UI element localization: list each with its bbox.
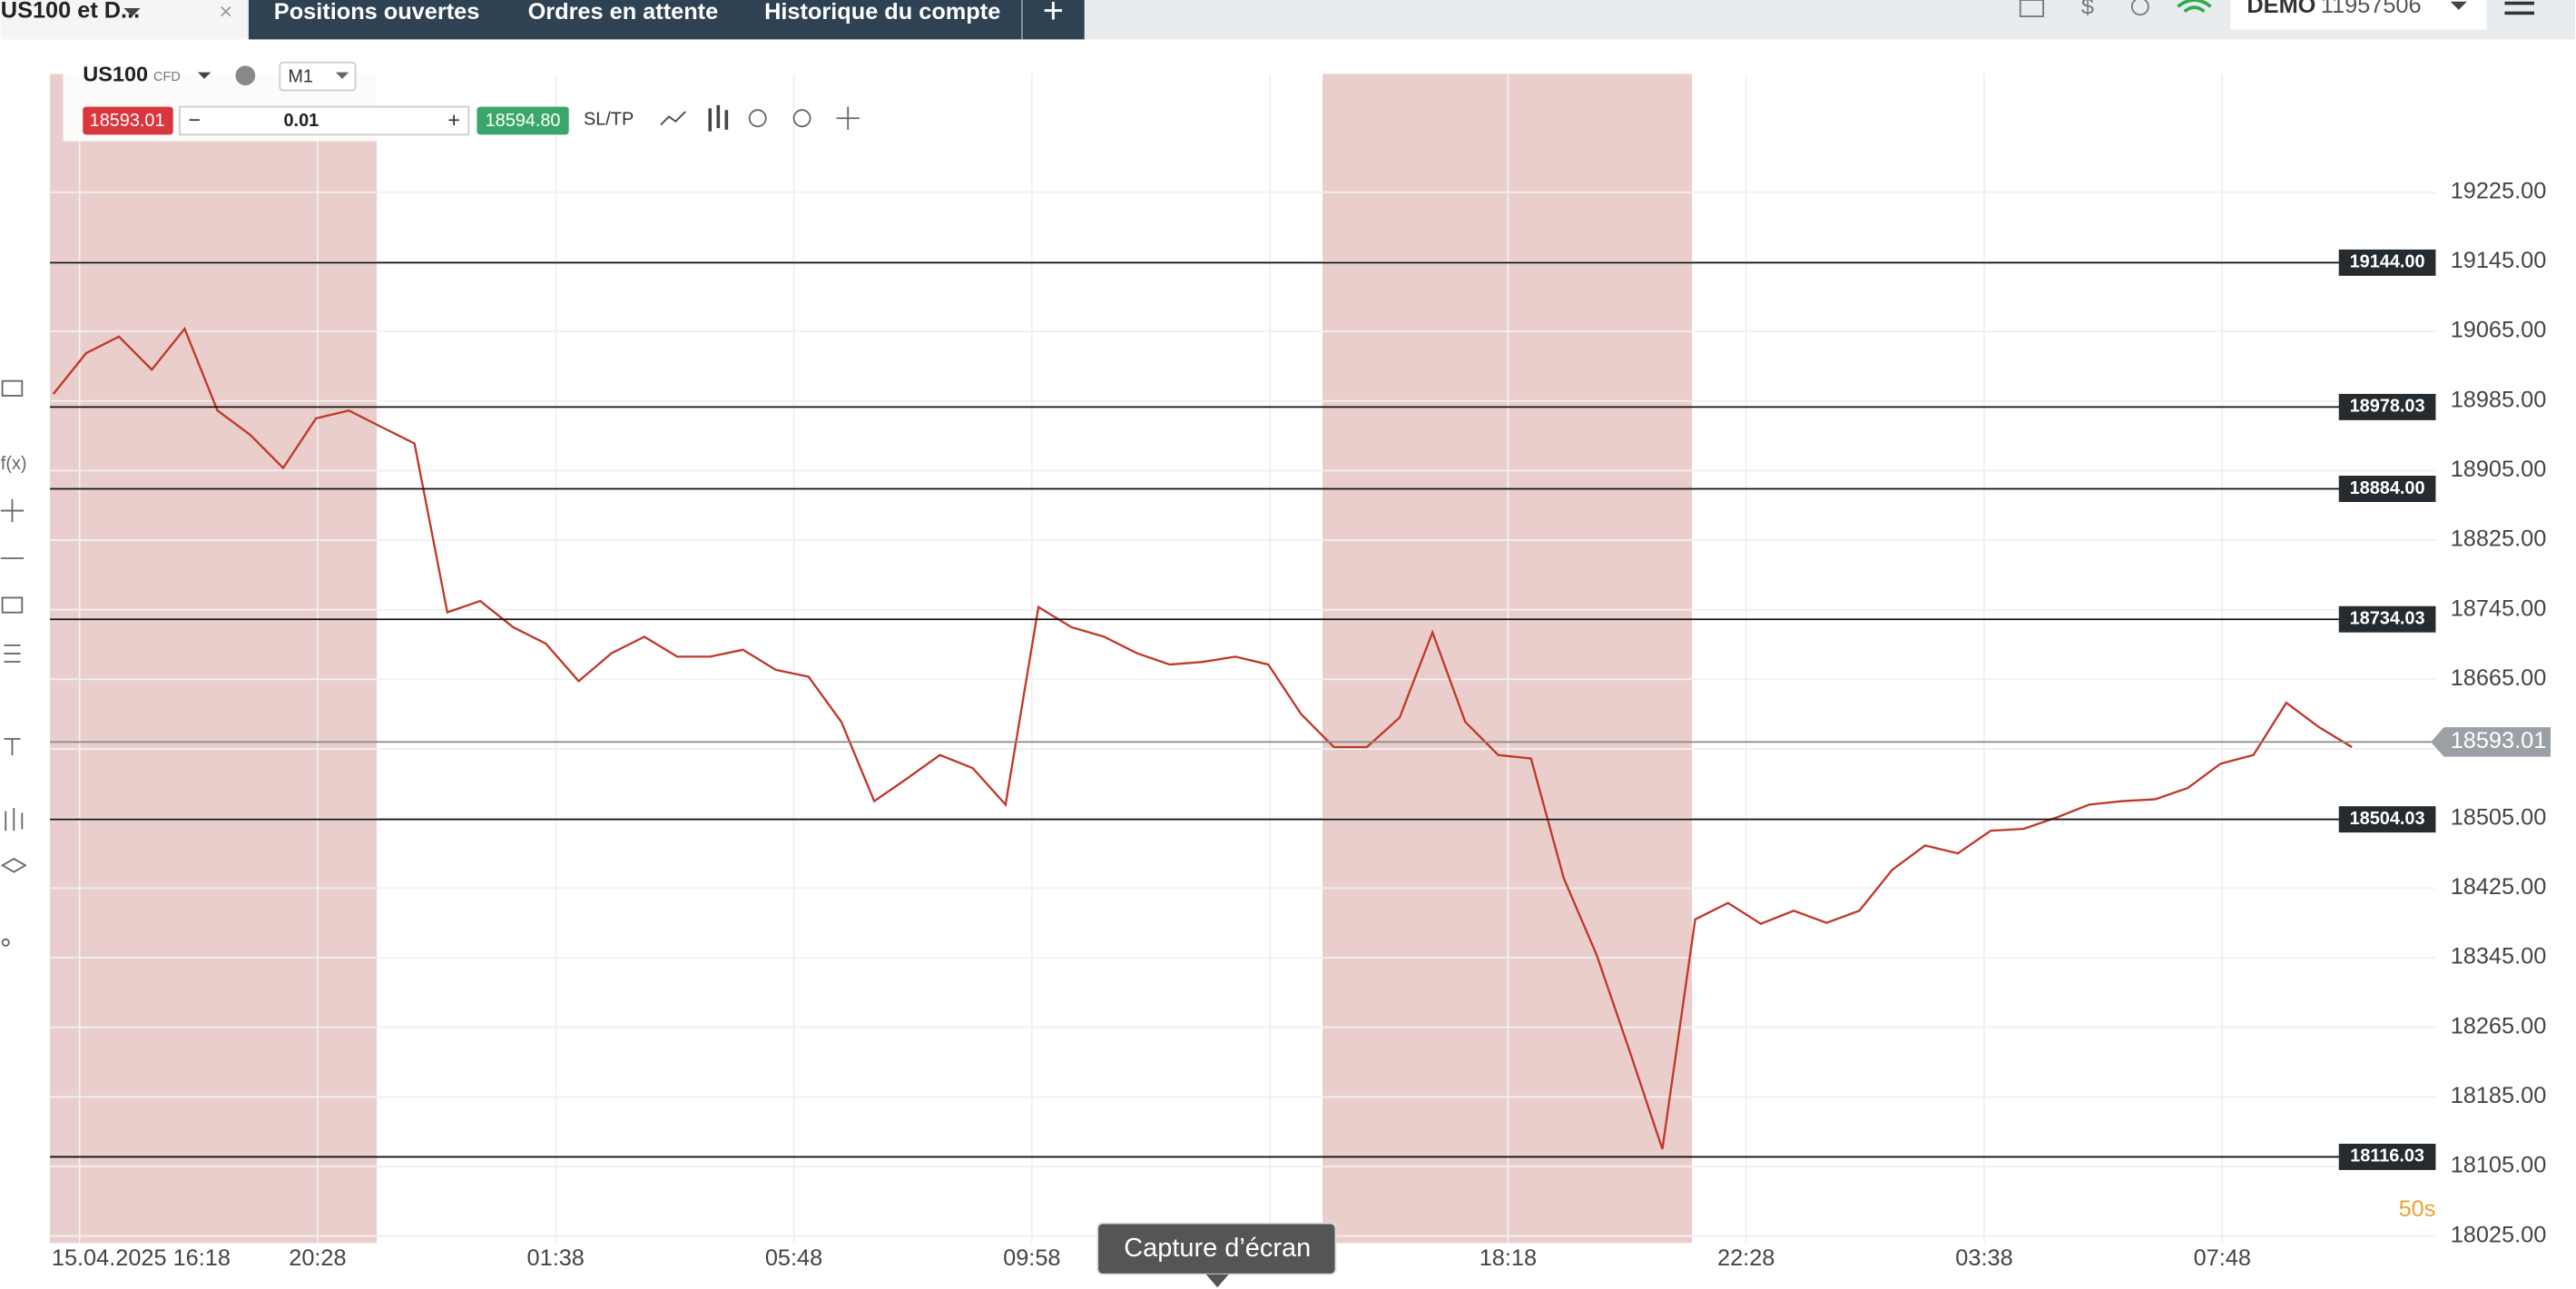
volume-minus[interactable]: − [188,108,201,132]
level-label: 18504.03 [2350,809,2425,829]
tooltip: Capture d’écran [1096,1222,1337,1288]
x-tick-label: 05:48 [765,1245,822,1271]
volume[interactable]: 0.01 [283,111,319,131]
tool-layers[interactable] [0,858,27,873]
zoom-in[interactable] [792,109,811,128]
x-tick-label: 18:18 [1480,1245,1537,1271]
sltp[interactable]: SL/TP [584,109,634,129]
info-icon[interactable] [235,65,256,86]
timeframe-box[interactable] [279,61,357,92]
close-tab[interactable]: × [219,0,232,25]
level-label-box [2338,249,2436,276]
tab-strip [248,0,1085,40]
y-tick-label: 18185.00 [2451,1083,2547,1108]
y-tick-label: 18665.00 [2451,665,2547,691]
volume-plus[interactable]: + [447,108,460,132]
y-tick-label: 18985.00 [2451,387,2547,412]
tab-dropdown[interactable] [123,8,141,17]
move-tool[interactable] [836,106,860,130]
tooltip-arrow [1205,1274,1229,1288]
level-label-box [2338,1143,2436,1170]
session-shade [50,74,378,1244]
left-toolbar [0,379,27,947]
y-tick-label: 18025.00 [2451,1222,2547,1247]
price-line [52,326,2353,1150]
buy-button[interactable] [477,106,569,135]
tab[interactable]: Historique du compte [764,0,1000,25]
tool-screen[interactable] [1,379,24,397]
tool-cross[interactable] [0,498,25,523]
x-tick-label: 07:48 [2194,1245,2251,1271]
sell-button[interactable] [83,106,173,135]
icon-signal [2177,0,2212,14]
level-label: 19144.00 [2350,252,2425,272]
line-tool[interactable] [660,111,686,126]
candle-tool[interactable] [708,104,729,132]
icon-money[interactable]: $ [2081,0,2094,20]
zoom-out[interactable] [748,109,767,128]
y-tick-label: 18825.00 [2451,526,2547,552]
x-tick-label: 09:58 [1003,1245,1060,1271]
x-tick-label: 15.04.2025 16:18 [52,1245,231,1271]
tool-fib[interactable] [4,644,21,663]
y-tick-label: 18905.00 [2451,457,2547,482]
level-label: 18978.03 [2350,397,2425,417]
countdown: 50s [2399,1196,2436,1222]
timeframe-dropdown[interactable] [335,72,349,79]
x-tick-label: 22:28 [1717,1245,1775,1271]
tab[interactable]: Positions ouvertes [274,0,479,25]
y-tick-label: 18105.00 [2451,1153,2547,1178]
current-price-label: 18593.01 [2451,728,2547,753]
current-tab[interactable] [0,0,248,40]
current-price-box [2431,727,2551,757]
account-dropdown[interactable] [2450,1,2467,10]
tab-title[interactable]: US100 et D... [1,0,140,23]
icon-window[interactable] [2019,0,2045,17]
level-label-box [2338,476,2436,502]
add-tab[interactable]: + [1043,0,1064,31]
tool-rect[interactable] [1,596,24,614]
y-tick-label: 19065.00 [2451,318,2547,343]
tool-share[interactable] [1,938,10,947]
account-box[interactable] [2230,0,2487,30]
level-label-box [2338,806,2436,833]
volume-box[interactable] [179,105,470,136]
icon-bell[interactable] [2130,0,2149,16]
y-tick-label: 18745.00 [2451,595,2547,621]
level-label: 18884.00 [2350,478,2425,498]
y-tick-label: 18505.00 [2451,804,2547,830]
account-number: 11957506 [2321,0,2422,18]
menu[interactable] [2504,1,2534,15]
x-tick-label: 01:38 [527,1245,585,1271]
tool-text[interactable] [4,738,21,756]
buy-price[interactable]: 18594.80 [486,111,561,131]
x-tick-label: 03:38 [1955,1245,2012,1271]
account-mode: DEMO [2247,0,2315,18]
tool-fx[interactable]: f(x) [1,454,27,474]
y-tick-label: 19145.00 [2451,248,2547,273]
symbol-kind: CFD [153,70,181,84]
y-tick-label: 19225.00 [2451,178,2547,203]
level-label: 18116.03 [2350,1146,2424,1166]
timeframe[interactable]: M1 [288,66,313,86]
level-label: 18734.03 [2350,608,2425,628]
y-tick-label: 18265.00 [2451,1013,2547,1038]
tab[interactable]: Ordres en attente [528,0,719,25]
y-tick-label: 18425.00 [2451,874,2547,900]
tool-indicators[interactable] [5,807,24,831]
level-label-box [2338,605,2436,633]
x-tick-label: 20:28 [289,1245,346,1271]
level-label-box [2338,393,2436,420]
tooltip-text: Capture d’écran [1124,1234,1311,1263]
symbol[interactable]: US100 [83,62,148,85]
sell-price[interactable]: 18593.01 [90,111,165,131]
symbol-dropdown[interactable] [197,72,211,79]
y-tick-label: 18345.00 [2451,944,2547,969]
